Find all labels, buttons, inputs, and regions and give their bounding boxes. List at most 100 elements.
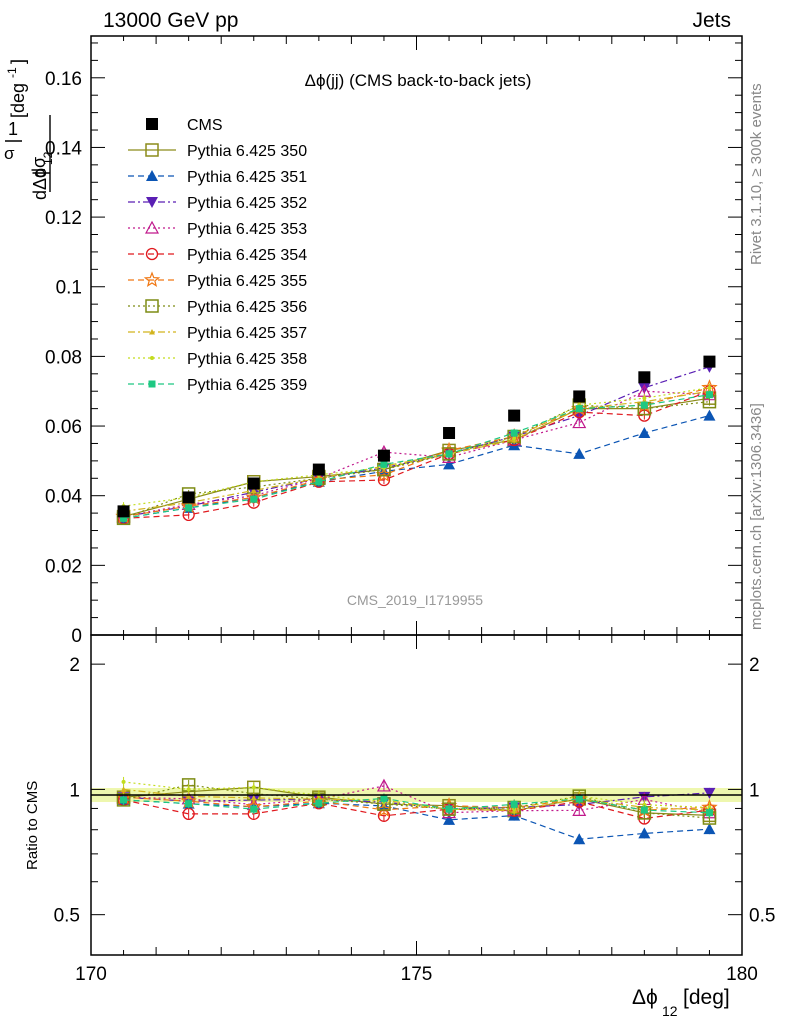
data-point (638, 427, 651, 439)
plot-title: Δϕ(jj) (CMS back-to-back jets) (305, 71, 532, 90)
ratio-point (703, 823, 716, 835)
legend-marker (146, 170, 158, 181)
ratio-point (250, 805, 258, 813)
ratio-point (572, 803, 587, 816)
legend-marker (143, 271, 161, 288)
mcplots-credit-label: mcplots.cern.ch [arXiv:1306.3436] (748, 403, 765, 630)
data-point (445, 450, 453, 458)
ratio-series-line (123, 786, 710, 816)
data-point (250, 495, 258, 503)
ratio-y-tick-label-right: 1 (749, 780, 760, 801)
ratio-point (315, 799, 323, 807)
ratio-point (121, 779, 126, 784)
cms-data-point (638, 371, 651, 384)
x-tick-label: 175 (401, 964, 433, 985)
analysis-watermark: CMS_2019_I1719955 (347, 592, 483, 608)
main-series-layer (115, 355, 718, 526)
cms-data-point (377, 449, 390, 462)
ratio-point (510, 800, 518, 808)
data-point (375, 466, 393, 482)
ratio-point (380, 794, 388, 802)
ratio-y-tick-label-left: 2 (69, 655, 80, 676)
legend-label: Pythia 6.425 358 (187, 351, 307, 368)
header-left-label: 13000 GeV pp (103, 9, 238, 32)
rivet-version-label: Rivet 3.1.10, ≥ 300k events (748, 83, 765, 265)
data-point (707, 385, 712, 390)
legend-marker (145, 299, 159, 313)
ratio-y-axis-label: Ratio to CMS (24, 781, 41, 870)
cms-data-point (443, 427, 456, 440)
legend-marker (145, 143, 159, 157)
y-tick-label: 0 (71, 626, 82, 647)
ratio-point (120, 786, 127, 792)
main-y-axis-label: 1 σ dσ dΔϕ 12 [deg -1 ] (4, 59, 55, 200)
ratio-point (445, 805, 453, 813)
svg-text:12: 12 (41, 151, 55, 165)
ratio-point (705, 809, 713, 817)
ratio-point (251, 785, 256, 790)
y-tick-label: 0.04 (45, 487, 82, 508)
cms-data-point (247, 477, 260, 490)
y-tick-label: 0.14 (45, 138, 82, 159)
data-point (512, 436, 517, 441)
ratio-point (638, 827, 651, 839)
ratio-point (250, 794, 257, 801)
data-point (315, 478, 323, 486)
series-line (123, 415, 710, 519)
ratio-point (186, 787, 191, 792)
legend-label: Pythia 6.425 352 (187, 195, 307, 212)
ratio-point (642, 802, 647, 807)
cms-data-point (703, 355, 716, 368)
ratio-point (120, 796, 128, 804)
cms-data-point (312, 463, 325, 476)
data-point (572, 415, 587, 429)
legend-marker (148, 380, 156, 388)
ratio-series-line (123, 788, 710, 812)
data-point (442, 447, 456, 461)
data-point (510, 429, 518, 437)
series-line (123, 390, 710, 518)
ratio-point (703, 787, 716, 799)
legend-label: Pythia 6.425 350 (187, 143, 307, 160)
data-point (185, 504, 193, 512)
header-right-label: Jets (692, 9, 731, 32)
x-tick-label: 170 (75, 964, 107, 985)
svg-text:dσ: dσ (29, 157, 49, 178)
ratio-series-line (123, 799, 710, 820)
svg-text:[deg]: [deg] (683, 986, 730, 1009)
ratio-series-line (123, 797, 710, 814)
legend-marker (145, 247, 159, 261)
y-tick-label: 0.02 (45, 556, 82, 577)
data-point (250, 487, 257, 493)
x-axis-label: Δϕ 12 [deg] (632, 986, 730, 1019)
ratio-series-line (123, 784, 710, 819)
data-point (443, 458, 456, 470)
data-point (575, 405, 583, 413)
data-point (642, 396, 647, 401)
legend-label: Pythia 6.425 357 (187, 325, 307, 342)
ratio-series-line (123, 799, 710, 840)
svg-text:]: ] (8, 59, 28, 64)
ratio-point (443, 813, 456, 825)
ratio-series-line (123, 781, 710, 810)
legend-label: Pythia 6.425 353 (187, 221, 307, 238)
ratio-point (375, 801, 393, 817)
series-line (123, 394, 710, 519)
ratio-y-tick-label-left: 0.5 (54, 906, 80, 927)
legend-label: CMS (187, 117, 223, 134)
cms-data-point (508, 409, 521, 422)
legend-marker (146, 118, 158, 130)
legend: CMS Pythia 6.425 350 Pythia 6.425 351 Pythi… (128, 117, 307, 394)
legend-label: Pythia 6.425 356 (187, 299, 307, 316)
legend-marker (144, 220, 160, 234)
ratio-point (573, 833, 586, 845)
ratio-point (185, 800, 193, 808)
svg-text:dΔϕ: dΔϕ (30, 168, 50, 200)
data-point (120, 514, 128, 522)
series-line (123, 397, 710, 518)
data-point (380, 460, 388, 468)
data-point (703, 409, 716, 421)
ratio-point (707, 805, 712, 810)
svg-text:Δϕ: Δϕ (632, 986, 658, 1009)
